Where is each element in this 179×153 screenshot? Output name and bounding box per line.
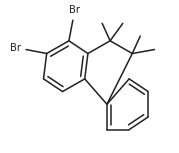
Text: Br: Br xyxy=(69,6,80,15)
Text: Br: Br xyxy=(9,43,21,53)
